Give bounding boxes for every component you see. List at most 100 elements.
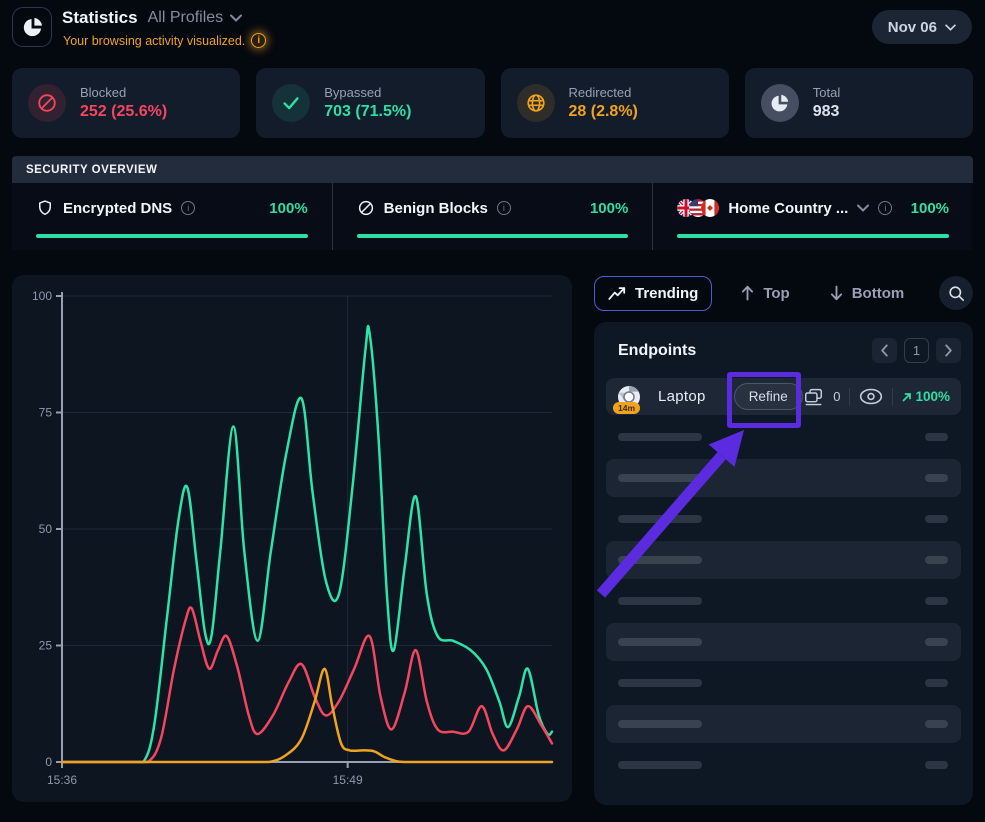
globe-icon	[516, 84, 555, 122]
profile-selector-label: All Profiles	[147, 9, 224, 26]
skeleton-row	[606, 705, 961, 743]
security-item-value: 100%	[589, 199, 629, 217]
svg-text:25: 25	[39, 639, 53, 653]
security-overview-header: SECURITY OVERVIEW	[12, 156, 973, 183]
eye-icon[interactable]	[859, 388, 883, 405]
chevron-right-icon	[945, 344, 952, 357]
card-label: Bypassed	[324, 85, 382, 100]
skeleton-row	[606, 541, 961, 579]
skeleton-pill	[925, 679, 948, 687]
check-icon	[272, 84, 311, 122]
page-subtitle: Your browsing activity visualized.	[63, 33, 246, 48]
windows-icon	[805, 388, 823, 406]
skeleton-row	[618, 761, 948, 769]
endpoint-name: Laptop	[658, 388, 706, 405]
card-bypassed: Bypassed 703 (71.5%)	[256, 68, 485, 138]
window-count: 0	[833, 389, 841, 404]
skeleton-pill	[925, 597, 948, 605]
security-item-encrypted-dns: Encrypted DNS i 100%	[12, 183, 332, 250]
skeleton-row	[618, 515, 948, 523]
skeleton-row	[618, 433, 948, 441]
chevron-down-icon[interactable]	[857, 204, 870, 212]
pie-chart-icon	[760, 84, 799, 122]
page-prev-button[interactable]	[872, 338, 897, 363]
card-value: 28 (2.8%)	[568, 103, 638, 120]
progress-bar	[677, 234, 950, 238]
skeleton-pill	[925, 515, 948, 523]
flags-uk-us-canada-icon	[677, 199, 720, 217]
skeleton-bar	[618, 556, 702, 564]
card-value: 983	[812, 103, 840, 120]
card-label: Redirected	[568, 85, 632, 100]
arrow-down-icon	[830, 285, 842, 301]
series-redirected	[60, 667, 554, 764]
tab-bottom[interactable]: Bottom	[817, 277, 918, 310]
info-icon[interactable]: i	[496, 201, 511, 215]
skeleton-row	[618, 679, 948, 687]
card-label: Blocked	[80, 85, 127, 100]
page-next-button[interactable]	[936, 338, 961, 363]
search-icon	[948, 285, 964, 301]
duration-badge: 14m	[613, 401, 641, 414]
card-value: 252 (25.6%)	[80, 103, 168, 120]
skeleton-bar	[618, 597, 702, 605]
svg-text:15:49: 15:49	[333, 773, 363, 787]
ranking-tabs: Trending Top Bottom	[594, 275, 973, 311]
skeleton-bar	[618, 474, 702, 482]
svg-text:50: 50	[39, 522, 53, 536]
summary-cards: Blocked 252 (25.6%) Bypassed 703 (71.5%)…	[12, 68, 973, 138]
security-item-value: 100%	[269, 199, 308, 217]
info-icon[interactable]: i	[251, 33, 267, 48]
skeleton-pill	[925, 761, 948, 769]
tab-trending[interactable]: Trending	[594, 275, 713, 311]
tab-top[interactable]: Top	[728, 277, 802, 310]
profile-selector[interactable]: All Profiles	[148, 9, 243, 27]
security-item-value: 100%	[910, 199, 950, 217]
search-button[interactable]	[939, 276, 973, 310]
info-icon[interactable]: i	[181, 201, 196, 215]
browser-logo-icon: 14m	[613, 384, 642, 414]
skeleton-pill	[925, 638, 948, 646]
chevron-down-icon	[230, 14, 243, 22]
block-icon	[358, 200, 373, 216]
date-selector-label: Nov 06	[887, 18, 937, 36]
svg-text:75: 75	[39, 406, 53, 420]
skeleton-bar	[618, 433, 702, 441]
series-bypassed	[60, 324, 554, 764]
endpoints-title: Endpoints	[618, 341, 697, 359]
skeleton-pill	[925, 474, 948, 482]
endpoint-row-laptop[interactable]: 14m Laptop Refine 0 100%	[606, 378, 961, 415]
card-label: Total	[812, 85, 841, 100]
endpoints-panel: Endpoints 1 14m Laptop Refine 0	[594, 322, 973, 805]
tab-label: Bottom	[851, 284, 905, 302]
security-item-benign-blocks: Benign Blocks i 100%	[331, 183, 653, 250]
security-overview-section: SECURITY OVERVIEW Encrypted DNS i 100% B…	[12, 156, 973, 250]
card-total: Total 983	[744, 68, 973, 138]
trend-value: 100%	[902, 389, 950, 404]
info-icon[interactable]: i	[878, 201, 893, 215]
pagination: 1	[872, 338, 961, 363]
skeleton-bar	[618, 679, 702, 687]
skeleton-pill	[925, 433, 948, 441]
traffic-chart-panel: 0 25 50 75 100 15:36 15:49	[12, 275, 572, 802]
card-value: 703 (71.5%)	[324, 103, 412, 120]
skeleton-bar	[618, 515, 702, 523]
skeleton-pill	[925, 556, 948, 564]
traffic-chart: 0 25 50 75 100 15:36 15:49	[32, 289, 554, 787]
date-selector-button[interactable]: Nov 06	[871, 10, 972, 44]
refine-button[interactable]: Refine	[733, 383, 803, 410]
skeleton-bar	[618, 720, 702, 728]
trend-up-arrow-icon	[903, 392, 912, 401]
card-blocked: Blocked 252 (25.6%)	[12, 68, 241, 138]
chevron-down-icon	[945, 23, 956, 31]
security-item-home-country: Home Country ... i 100%	[652, 183, 973, 250]
chevron-left-icon	[881, 344, 888, 357]
svg-text:15:36: 15:36	[47, 773, 77, 787]
app-logo	[12, 7, 52, 47]
arrow-up-icon	[742, 285, 754, 301]
progress-bar	[356, 234, 629, 238]
svg-text:0: 0	[45, 755, 52, 769]
block-icon	[28, 84, 66, 122]
skeleton-row	[606, 623, 961, 661]
